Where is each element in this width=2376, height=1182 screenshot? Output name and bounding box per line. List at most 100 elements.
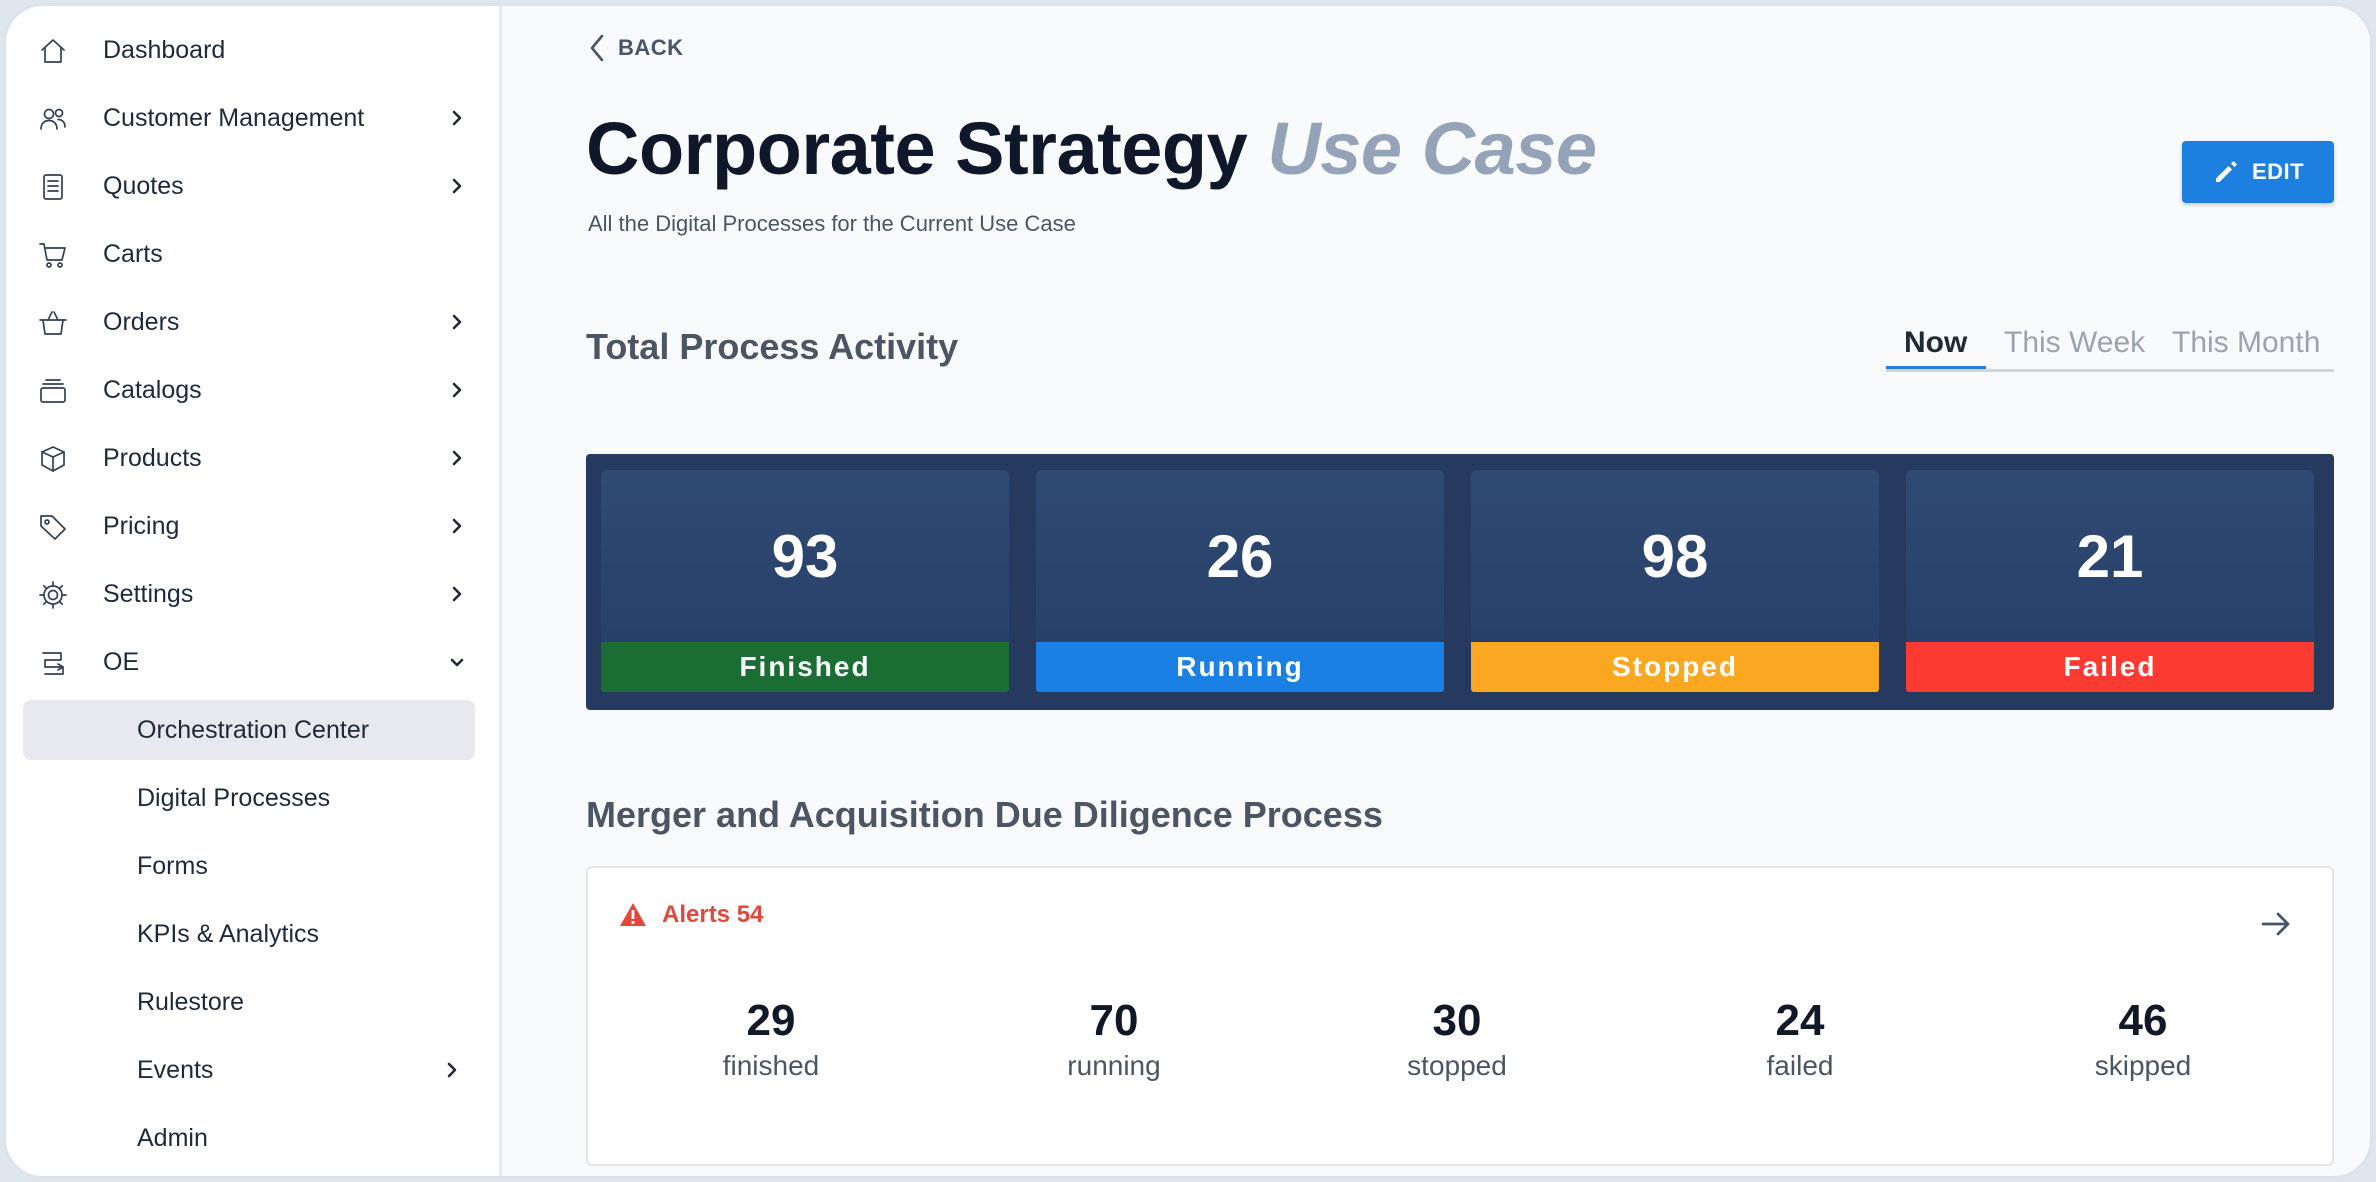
sidebar-item-oe[interactable]: OE — [6, 628, 502, 696]
users-icon — [36, 102, 70, 136]
metric-value: 70 — [1089, 996, 1139, 1045]
metric-label: stopped — [1407, 1050, 1507, 1081]
sidebar-item-label: Dashboard — [103, 35, 226, 64]
sidebar-item-pricing[interactable]: Pricing — [6, 492, 502, 560]
stat-card-finished: 93 Finished — [601, 470, 1009, 692]
stat-value: 21 — [2076, 523, 2144, 590]
sidebar-item-settings[interactable]: Settings — [6, 560, 502, 628]
sidebar-item-label: Quotes — [103, 171, 184, 200]
activity-title: Total Process Activity — [586, 326, 959, 367]
metric-value: 24 — [1775, 996, 1825, 1045]
stat-card-body — [601, 470, 1009, 642]
chevron-right-icon — [446, 379, 468, 401]
metric-label: failed — [1766, 1050, 1834, 1081]
alerts-label: Alerts 54 — [662, 901, 764, 928]
sidebar-item-quotes[interactable]: Quotes — [6, 152, 502, 220]
process-title: Merger and Acquisition Due Diligence Pro… — [586, 794, 1383, 835]
stat-card-stopped: 98 Stopped — [1471, 470, 1879, 692]
sidebar-item-dashboard[interactable]: Dashboard — [6, 16, 502, 84]
tab-this-week[interactable]: This Week — [2004, 326, 2146, 359]
period-tabs: Now This Week This Month — [1886, 322, 2334, 372]
sidebar-subitem-digital-processes[interactable]: Digital Processes — [23, 768, 475, 828]
metric-failed: 24 failed — [1680, 996, 1920, 1082]
page-title-main: Corporate Strategy — [586, 107, 1248, 190]
edit-label: EDIT — [2251, 159, 2305, 184]
sidebar-subitem-events[interactable]: Events — [23, 1040, 475, 1100]
sidebar-item-catalogs[interactable]: Catalogs — [6, 356, 502, 424]
warning-icon — [620, 903, 646, 926]
sidebar-item-orders[interactable]: Orders — [6, 288, 502, 356]
back-button[interactable]: BACK — [586, 30, 684, 66]
tab-this-month[interactable]: This Month — [2172, 326, 2321, 359]
sidebar-subitem-forms[interactable]: Forms — [23, 836, 475, 896]
sidebar-item-products[interactable]: Products — [6, 424, 502, 492]
tag-icon — [36, 510, 70, 544]
stat-value: 93 — [771, 523, 839, 590]
metric-stopped: 30 stopped — [1337, 996, 1577, 1082]
stat-value: 26 — [1206, 523, 1274, 590]
sidebar-subitem-label: KPIs & Analytics — [137, 920, 320, 948]
metric-finished: 29 finished — [651, 996, 891, 1082]
page-title: Corporate Strategy Use Case — [586, 106, 1597, 191]
chevron-left-icon — [590, 34, 604, 62]
chevron-right-icon — [446, 175, 468, 197]
stat-card-body — [1906, 470, 2314, 642]
sidebar-item-label: Orders — [103, 307, 180, 336]
metric-label: skipped — [2094, 1050, 2192, 1081]
box-icon — [36, 442, 70, 476]
stat-card-running: 26 Running — [1036, 470, 1444, 692]
sidebar-subitem-kpis-analytics[interactable]: KPIs & Analytics — [23, 904, 475, 964]
page-subtitle: All the Digital Processes for the Curren… — [588, 211, 1076, 236]
activity-stats-panel: 93 Finished 26 Running 98 Stopped 21 Fai… — [586, 454, 2334, 710]
metric-value: 30 — [1432, 996, 1482, 1045]
chevron-right-icon — [446, 447, 468, 469]
sidebar-item-label: Carts — [103, 239, 163, 268]
chevron-right-icon — [441, 1059, 463, 1081]
stat-label: Stopped — [1471, 642, 1879, 692]
stat-label: Failed — [1906, 642, 2314, 692]
sidebar: Dashboard Customer Management Quotes Car… — [6, 6, 502, 1176]
edit-button[interactable]: EDIT — [2182, 141, 2334, 203]
pencil-icon — [2215, 161, 2237, 182]
chevron-right-icon — [446, 583, 468, 605]
arrow-right-icon[interactable] — [2258, 906, 2294, 942]
process-card[interactable]: Alerts 54 29 finished 70 running 30 stop… — [586, 866, 2334, 1166]
sidebar-item-label: Settings — [103, 579, 194, 608]
metric-label: finished — [722, 1050, 820, 1081]
sidebar-item-customer-management[interactable]: Customer Management — [6, 84, 502, 152]
chevron-down-icon — [446, 651, 468, 673]
chevron-right-icon — [446, 515, 468, 537]
sidebar-item-label: Products — [103, 443, 202, 472]
flow-icon — [36, 646, 70, 680]
metric-running: 70 running — [994, 996, 1234, 1082]
sidebar-item-label: Customer Management — [103, 103, 365, 132]
metric-value: 46 — [2118, 996, 2168, 1045]
chevron-right-icon — [446, 311, 468, 333]
back-label: BACK — [618, 35, 684, 60]
sidebar-subitem-label: Orchestration Center — [137, 716, 370, 744]
sidebar-subitem-label: Forms — [137, 852, 208, 880]
stack-icon — [36, 374, 70, 408]
sidebar-item-label: Catalogs — [103, 375, 202, 404]
sidebar-subitem-label: Admin — [137, 1124, 208, 1152]
sidebar-subitem-orchestration-center[interactable]: Orchestration Center — [23, 700, 475, 760]
stat-card-body — [1036, 470, 1444, 642]
stat-label: Running — [1036, 642, 1444, 692]
page-title-accent: Use Case — [1267, 107, 1597, 190]
sidebar-item-label: Pricing — [103, 511, 180, 540]
alerts-indicator[interactable]: Alerts 54 — [618, 900, 763, 930]
cart-icon — [36, 238, 70, 272]
sidebar-item-carts[interactable]: Carts — [6, 220, 502, 288]
document-icon — [36, 170, 70, 204]
stat-card-failed: 21 Failed — [1906, 470, 2314, 692]
basket-icon — [36, 306, 70, 340]
stat-value: 98 — [1641, 523, 1709, 590]
sidebar-subitem-rulestore[interactable]: Rulestore — [23, 972, 475, 1032]
tab-now[interactable]: Now — [1904, 326, 1968, 359]
sidebar-subitem-admin[interactable]: Admin — [23, 1108, 475, 1168]
sidebar-item-label: OE — [103, 647, 140, 676]
active-tab-indicator — [1886, 366, 1986, 369]
metric-skipped: 46 skipped — [2023, 996, 2263, 1082]
gear-icon — [36, 578, 70, 612]
home-icon — [36, 34, 70, 68]
